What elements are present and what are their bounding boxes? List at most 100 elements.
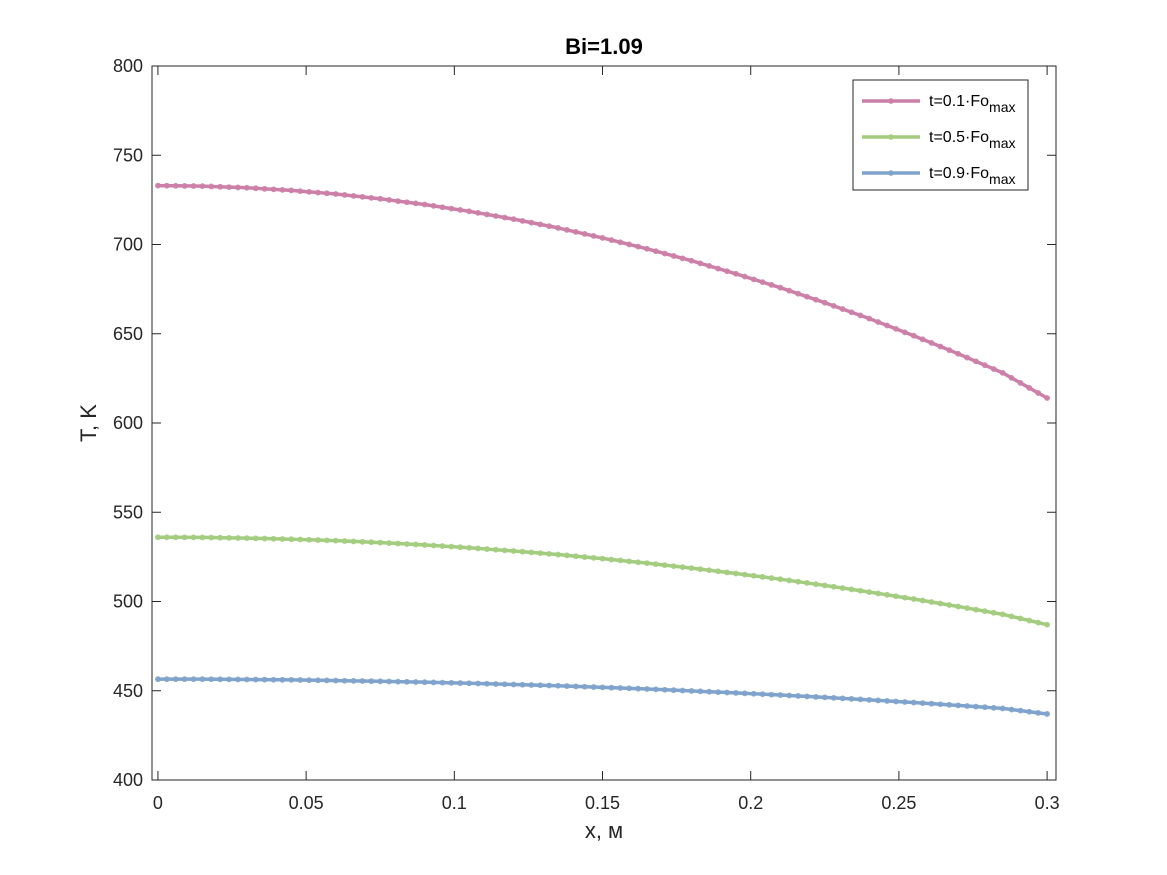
data-point (697, 688, 704, 695)
data-point (323, 537, 330, 544)
data-point (297, 536, 304, 543)
data-point (395, 678, 401, 685)
data-point (546, 550, 553, 557)
data-point (1044, 711, 1051, 717)
data-point (350, 677, 357, 684)
data-point (510, 216, 517, 223)
data-point (635, 559, 641, 566)
data-point (733, 689, 739, 696)
data-point (670, 563, 677, 570)
data-point (155, 534, 161, 541)
data-point (466, 544, 473, 551)
data-point (501, 681, 508, 688)
data-point (608, 237, 615, 243)
data-point (572, 553, 579, 560)
x-tick-label: 0.15 (585, 793, 620, 813)
data-point (599, 555, 606, 562)
data-point (866, 589, 873, 595)
data-point (1026, 385, 1033, 391)
data-point (519, 681, 526, 688)
data-point (919, 597, 926, 604)
data-point (484, 546, 490, 552)
data-point (981, 608, 988, 615)
data-point (768, 282, 775, 288)
data-point (608, 556, 615, 563)
data-point (804, 580, 810, 586)
data-point (750, 572, 757, 579)
data-point (990, 366, 997, 372)
data-point (893, 593, 899, 600)
data-point (492, 681, 499, 687)
data-point (1035, 709, 1042, 716)
data-point (430, 202, 437, 209)
data-point (315, 189, 321, 196)
legend-label-subscript: max (989, 135, 1015, 151)
data-point (973, 358, 979, 365)
y-tick-label: 550 (113, 502, 143, 522)
data-point (590, 232, 597, 239)
data-point (528, 219, 535, 226)
data-point (279, 186, 286, 193)
data-point (555, 551, 561, 558)
data-point (350, 538, 357, 545)
data-point (386, 197, 393, 203)
data-point (288, 187, 295, 194)
data-point (395, 540, 401, 547)
data-point (1035, 390, 1042, 396)
data-point (359, 538, 366, 545)
data-point (475, 680, 481, 687)
data-point (884, 698, 890, 704)
y-tick-label: 750 (113, 145, 143, 165)
data-point (270, 186, 277, 193)
data-point (412, 679, 419, 685)
data-point (688, 257, 695, 264)
data-point (697, 260, 704, 267)
data-point (1017, 380, 1024, 386)
data-point (564, 226, 570, 233)
data-point (910, 332, 917, 339)
data-point (795, 578, 802, 585)
data-point (946, 602, 953, 608)
legend-marker (888, 170, 894, 176)
data-point (661, 250, 668, 257)
data-point (759, 691, 766, 698)
data-point (813, 693, 819, 700)
data-point (1044, 395, 1051, 401)
data-point (341, 538, 348, 544)
data-point (964, 703, 970, 709)
data-point (457, 680, 464, 686)
data-point (901, 699, 908, 705)
data-point (821, 299, 828, 306)
data-point (190, 676, 197, 683)
data-point (235, 676, 241, 683)
data-point (706, 263, 713, 269)
y-tick-label: 450 (113, 681, 143, 701)
data-point (839, 695, 846, 702)
data-point (999, 369, 1006, 376)
data-point (724, 268, 730, 275)
data-point (919, 700, 926, 706)
data-point (501, 214, 508, 221)
data-point (955, 702, 962, 709)
data-point (208, 183, 215, 190)
data-point (804, 293, 810, 300)
x-tick-label: 0 (153, 793, 163, 813)
data-point (519, 548, 526, 555)
data-point (590, 684, 597, 690)
data-point (990, 609, 997, 616)
data-point (981, 362, 988, 369)
data-point (875, 590, 882, 597)
series-3 (155, 676, 1051, 717)
data-point (439, 543, 446, 549)
data-point (893, 698, 899, 705)
data-point (830, 302, 837, 309)
data-point (315, 677, 321, 684)
data-point (599, 234, 606, 241)
data-point (617, 685, 624, 691)
data-point (1008, 374, 1015, 381)
data-point (981, 704, 988, 711)
data-point (217, 534, 224, 541)
data-point (741, 273, 748, 280)
data-point (661, 562, 668, 569)
